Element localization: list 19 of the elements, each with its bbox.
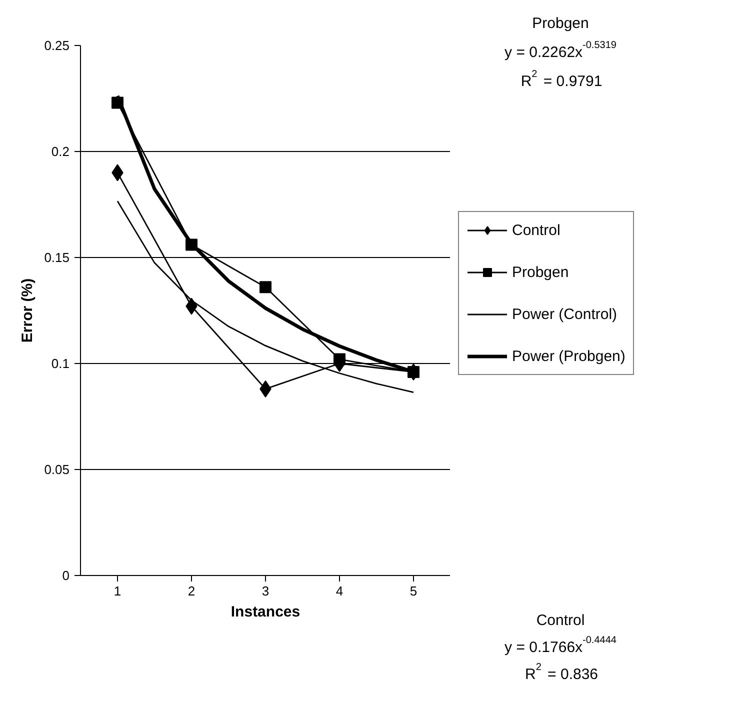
x-tick-label: 1 (114, 584, 122, 598)
text: Control (536, 612, 585, 629)
legend-label: Power (Probgen) (512, 348, 626, 364)
y-tick-label: 0.15 (44, 250, 70, 265)
y-tick-label: 0.05 (44, 462, 70, 477)
y-axis-title: Error (%) (19, 278, 36, 343)
y-tick-label: 0.1 (51, 356, 70, 371)
x-tick-label: 2 (188, 584, 196, 598)
y-tick-label: 0.2 (51, 144, 70, 159)
text: Probgen (532, 15, 589, 32)
x-axis-title: Instances (230, 604, 300, 620)
x-tick-label: 5 (410, 584, 418, 598)
x-tick-label: 3 (262, 584, 270, 598)
legend-label: Probgen (512, 264, 569, 280)
x-tick-label: 4 (336, 584, 344, 598)
legend-label: Power (Control) (512, 306, 618, 322)
y-tick-label: 0 (62, 568, 70, 583)
y-tick-label: 0.25 (44, 38, 70, 53)
legend-label: Control (512, 222, 560, 238)
